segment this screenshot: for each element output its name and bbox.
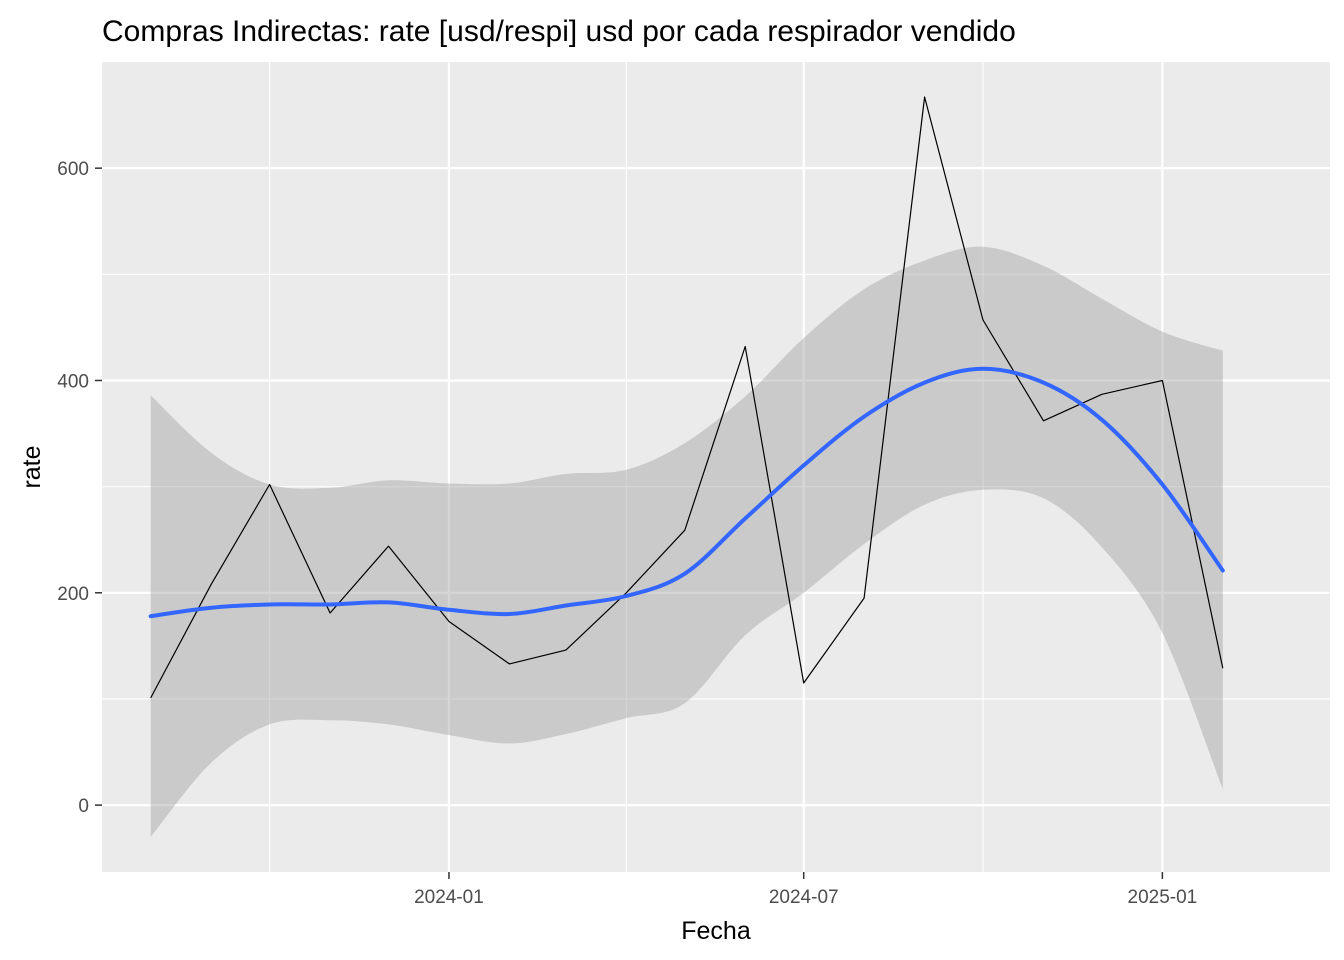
data-line-layer [150, 96, 1224, 699]
y-tick-label: 0 [78, 796, 89, 817]
smooth-line-layer [148, 366, 1225, 619]
y-tick-label: 400 [57, 371, 89, 392]
y-axis: 0 200 400 600 [57, 159, 102, 817]
x-tick-label: 2025-01 [1128, 887, 1198, 908]
grid-minor [102, 62, 1330, 872]
smooth-trend-line [148, 366, 1225, 619]
x-axis: 2024-01 2024-07 2025-01 [414, 872, 1197, 908]
grid-major [102, 62, 1330, 872]
y-tick-label: 600 [57, 159, 89, 180]
rate-line [150, 96, 1224, 699]
x-axis-title: Fecha [681, 917, 751, 945]
y-axis-title: rate [18, 445, 46, 488]
y-tick-label: 200 [57, 584, 89, 605]
x-tick-label: 2024-01 [414, 887, 484, 908]
x-tick-label: 2024-07 [769, 887, 839, 908]
plot-panel [102, 62, 1330, 872]
confidence-band-layer [150, 246, 1223, 838]
chart-title: Compras Indirectas: rate [usd/respi] usd… [102, 15, 1016, 48]
confidence-band [150, 246, 1223, 838]
